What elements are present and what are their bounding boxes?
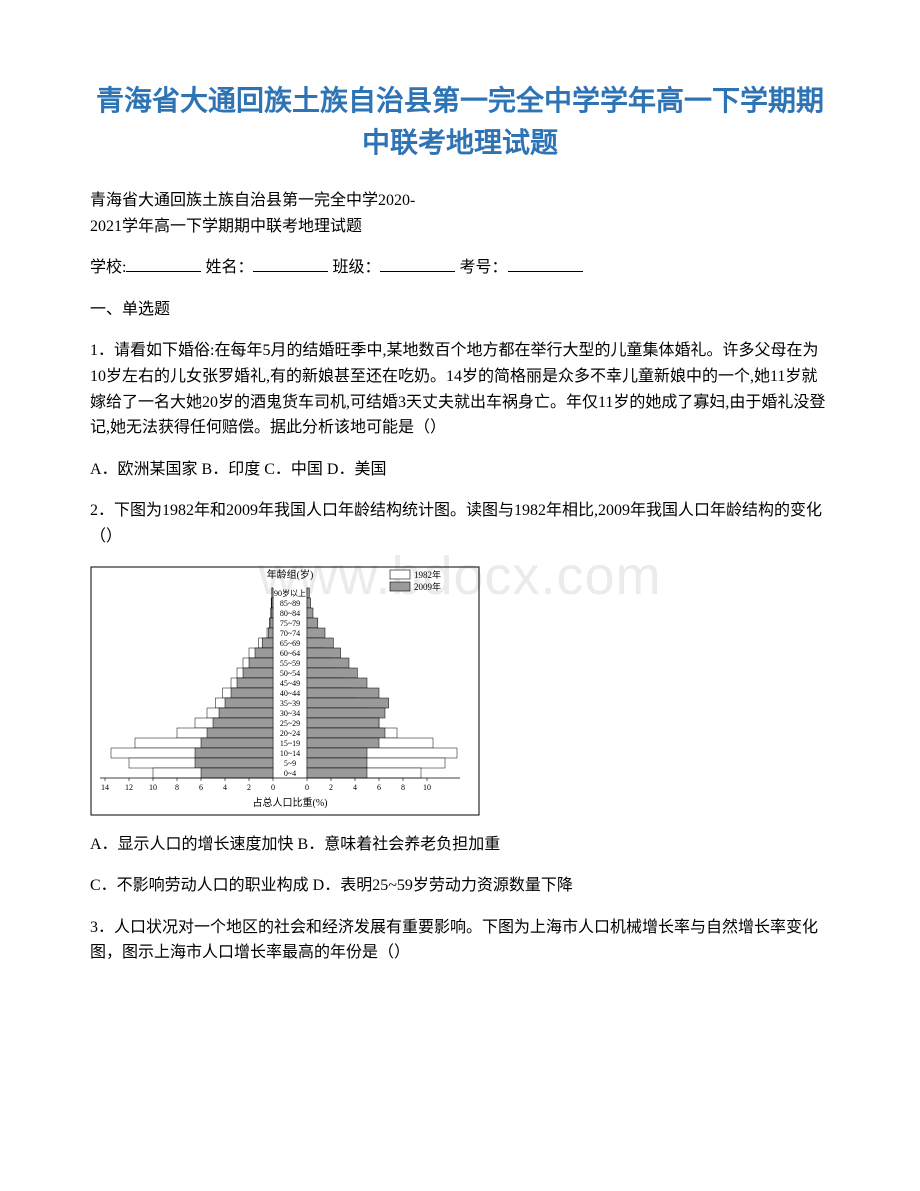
svg-text:70~74: 70~74 [280, 629, 300, 638]
class-label: 班级： [332, 259, 380, 276]
svg-text:80~84: 80~84 [280, 609, 300, 618]
svg-text:12: 12 [125, 783, 133, 792]
pyramid-svg: 年龄组(岁) 1982年2009年 90岁以上85~8980~8475~7970~7… [90, 566, 480, 816]
svg-text:2009年: 2009年 [414, 581, 441, 592]
svg-text:4: 4 [223, 783, 227, 792]
name-blank[interactable] [253, 256, 328, 272]
svg-text:25~29: 25~29 [280, 719, 300, 728]
examno-label: 考号： [459, 259, 507, 276]
svg-text:20~24: 20~24 [280, 729, 300, 738]
svg-text:8: 8 [401, 783, 405, 792]
population-pyramid-chart: 年龄组(岁) 1982年2009年 90岁以上85~8980~8475~7970~7… [90, 566, 830, 816]
svg-text:60~64: 60~64 [280, 649, 300, 658]
svg-text:30~34: 30~34 [280, 709, 300, 718]
section-heading: 一、单选题 [90, 297, 830, 323]
subtitle-line1: 青海省大通回族土族自治县第一完全中学2020- [90, 192, 415, 209]
svg-text:1982年: 1982年 [414, 569, 441, 580]
name-label: 姓名： [205, 259, 253, 276]
subtitle: 青海省大通回族土族自治县第一完全中学2020- 2021学年高一下学期期中联考地… [90, 188, 830, 239]
svg-text:90岁以上: 90岁以上 [274, 588, 306, 598]
school-label: 学校: [90, 259, 126, 276]
svg-text:8: 8 [175, 783, 179, 792]
svg-text:50~54: 50~54 [280, 669, 300, 678]
svg-text:0: 0 [271, 783, 275, 792]
svg-text:35~39: 35~39 [280, 699, 300, 708]
svg-text:2: 2 [247, 783, 251, 792]
question-2: 2．下图为1982年和2009年我国人口年龄结构统计图。读图与1982年相比,2… [90, 498, 830, 549]
svg-text:85~89: 85~89 [280, 599, 300, 608]
svg-text:65~69: 65~69 [280, 639, 300, 648]
svg-text:45~49: 45~49 [280, 679, 300, 688]
svg-text:2: 2 [329, 783, 333, 792]
svg-text:10~14: 10~14 [280, 749, 300, 758]
document-title: 青海省大通回族土族自治县第一完全中学学年高一下学期期中联考地理试题 [90, 80, 830, 164]
svg-text:年龄组(岁): 年龄组(岁) [267, 568, 314, 581]
svg-text:40~44: 40~44 [280, 689, 300, 698]
svg-text:4: 4 [353, 783, 357, 792]
svg-text:10: 10 [149, 783, 157, 792]
question-3: 3．人口状况对一个地区的社会和经济发展有重要影响。下图为上海市人口机械增长率与自… [90, 915, 830, 966]
svg-text:6: 6 [199, 783, 203, 792]
svg-text:5~9: 5~9 [284, 759, 296, 768]
class-blank[interactable] [380, 256, 455, 272]
svg-text:55~59: 55~59 [280, 659, 300, 668]
svg-text:0~4: 0~4 [284, 769, 296, 778]
svg-text:占总人口比重(%): 占总人口比重(%) [253, 796, 328, 809]
svg-text:10: 10 [423, 783, 431, 792]
svg-text:6: 6 [377, 783, 381, 792]
svg-text:15~19: 15~19 [280, 739, 300, 748]
question-2-options-cd: C．不影响劳动人口的职业构成 D．表明25~59岁劳动力资源数量下降 [90, 873, 830, 899]
examno-blank[interactable] [508, 256, 583, 272]
question-2-options-ab: A．显示人口的增长速度加快 B．意味着社会养老负担加重 [90, 832, 830, 858]
question-1-options: A．欧洲某国家 B．印度 C．中国 D．美国 [90, 457, 830, 483]
svg-text:0: 0 [305, 783, 309, 792]
school-blank[interactable] [126, 256, 201, 272]
svg-text:14: 14 [101, 783, 109, 792]
form-line: 学校: 姓名： 班级： 考号： [90, 255, 830, 281]
question-1: 1．请看如下婚俗:在每年5月的结婚旺季中,某地数百个地方都在举行大型的儿童集体婚… [90, 338, 830, 440]
svg-text:75~79: 75~79 [280, 619, 300, 628]
subtitle-line2: 2021学年高一下学期期中联考地理试题 [90, 218, 362, 235]
